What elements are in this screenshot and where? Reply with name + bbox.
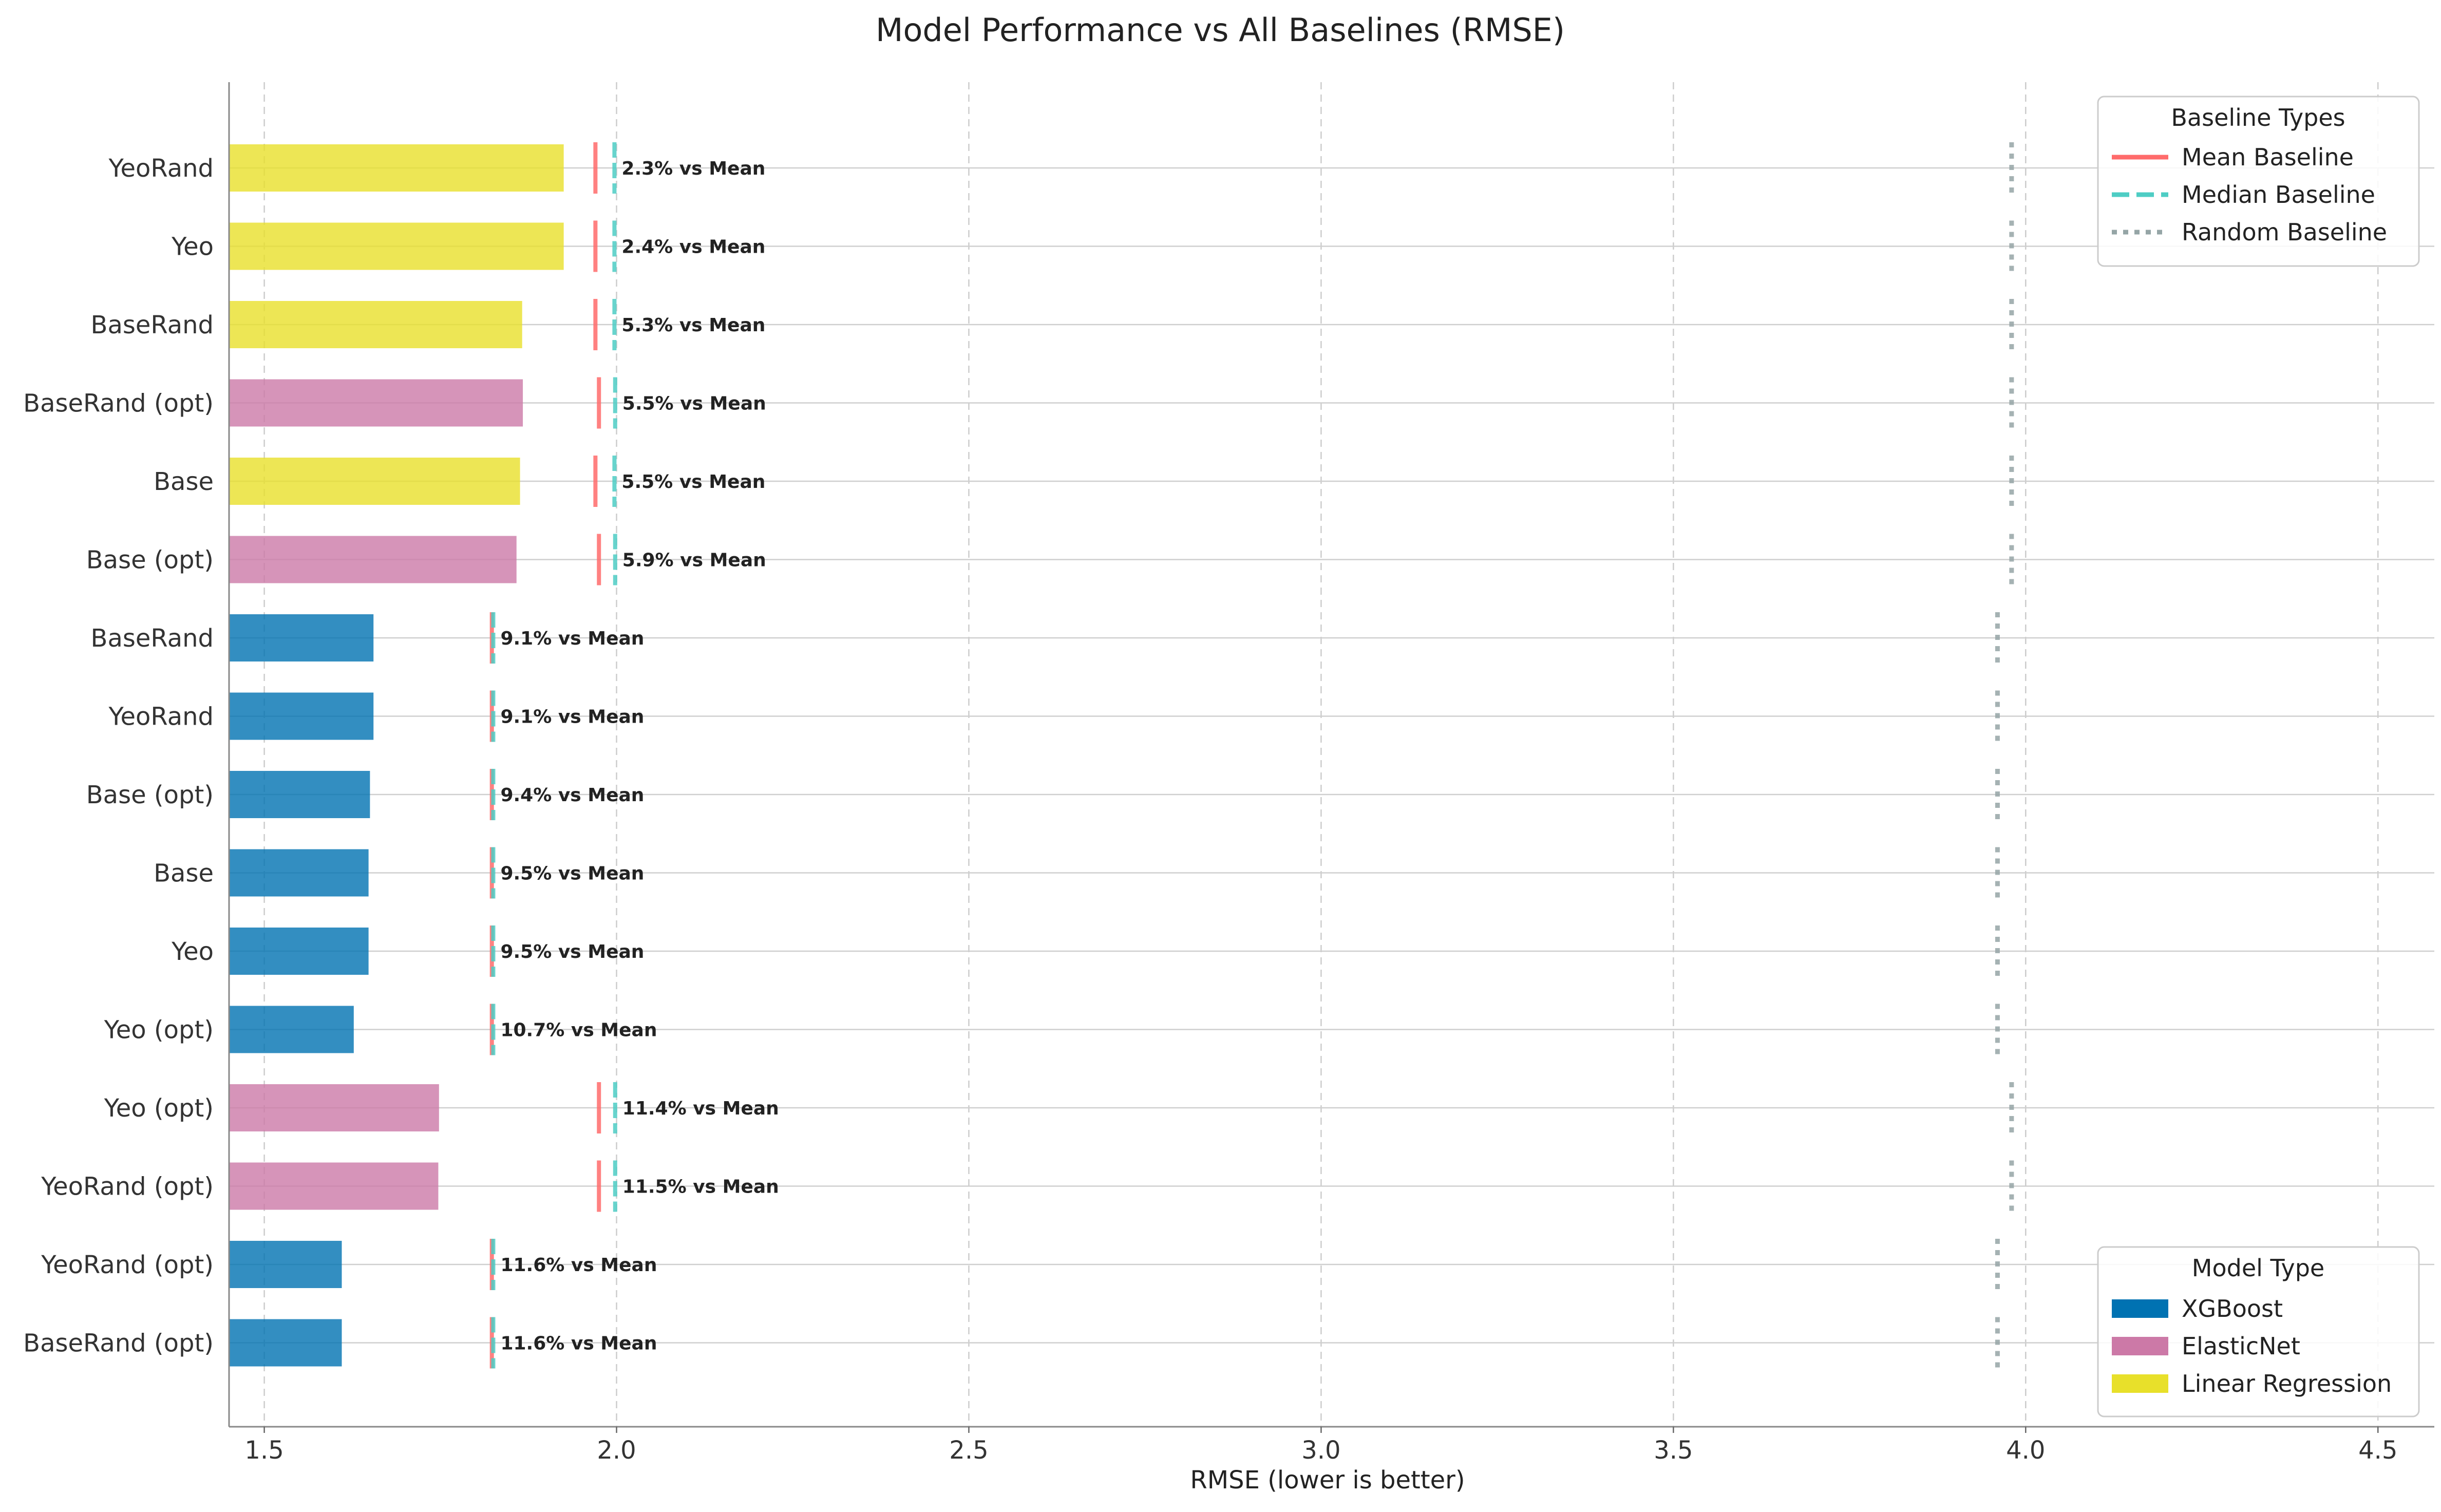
improvement-label: 9.5% vs Mean — [500, 863, 644, 884]
bar — [229, 1241, 342, 1288]
bar — [229, 771, 370, 818]
y-tick-label: BaseRand (opt) — [23, 1329, 214, 1358]
y-tick-label: BaseRand — [91, 311, 214, 339]
legend-mean-label: Mean Baseline — [2182, 143, 2354, 171]
improvement-label: 5.3% vs Mean — [621, 315, 765, 336]
legend-elasticnet-label: ElasticNet — [2182, 1332, 2300, 1360]
bar — [229, 379, 523, 427]
legend-median-label: Median Baseline — [2182, 181, 2375, 209]
improvement-label: 9.1% vs Mean — [500, 628, 644, 649]
y-tick-label: Base — [154, 859, 214, 888]
legend-elasticnet-swatch — [2112, 1337, 2168, 1355]
x-tick-label: 2.5 — [949, 1436, 988, 1465]
bar — [229, 301, 522, 348]
bar — [229, 614, 374, 662]
bar — [229, 928, 369, 975]
improvement-label: 5.9% vs Mean — [622, 550, 766, 571]
y-tick-label: Yeo — [171, 937, 214, 966]
x-tick-label: 3.0 — [1301, 1436, 1340, 1465]
improvement-label: 9.4% vs Mean — [500, 785, 644, 806]
ticks-layer: 1.5 2.0 2.5 3.0 3.5 4.0 4.5 — [244, 1427, 2397, 1465]
y-tick-label: YeoRand (opt) — [41, 1173, 214, 1201]
legend-baselines-title: Baseline Types — [2171, 104, 2345, 131]
bar — [229, 849, 369, 897]
bar — [229, 1162, 439, 1210]
improvement-label: 9.1% vs Mean — [500, 707, 644, 728]
improvement-label: 5.5% vs Mean — [621, 471, 765, 493]
x-tick-label: 1.5 — [244, 1436, 283, 1465]
legend-baselines-box — [2097, 96, 2420, 267]
improvement-label: 11.6% vs Mean — [500, 1255, 657, 1276]
x-tick-label: 4.0 — [2006, 1436, 2045, 1465]
y-tick-label: BaseRand — [91, 624, 214, 653]
bar — [229, 1084, 439, 1131]
improvement-label: 11.5% vs Mean — [622, 1177, 779, 1198]
legend-models-title: Model Type — [2192, 1254, 2324, 1282]
y-tick-label: Base (opt) — [86, 781, 214, 809]
y-tick-label: Yeo — [171, 233, 214, 261]
y-tick-label: Yeo (opt) — [104, 1094, 214, 1123]
annotations-layer: 2.3% vs Mean 2.4% vs Mean 5.3% vs Mean 5.5%… — [500, 158, 779, 1354]
improvement-label: 11.4% vs Mean — [622, 1098, 779, 1119]
legend-models-box — [2097, 1246, 2420, 1418]
ylabels-layer: YeoRand Yeo BaseRand BaseRand (opt) Base Base… — [23, 154, 214, 1358]
bar — [229, 536, 517, 583]
legend-random-label: Random Baseline — [2182, 218, 2387, 246]
bars-layer — [229, 144, 564, 1367]
bar — [229, 144, 564, 192]
improvement-label: 2.3% vs Mean — [621, 158, 765, 179]
improvement-label: 2.4% vs Mean — [621, 237, 765, 258]
y-tick-label: Base — [154, 467, 214, 496]
bar — [229, 222, 564, 270]
improvement-label: 10.7% vs Mean — [500, 1020, 657, 1041]
y-tick-label: YeoRand — [108, 154, 214, 183]
y-tick-label: Base (opt) — [86, 546, 214, 575]
y-tick-label: Yeo (opt) — [104, 1016, 214, 1045]
row-lines-layer — [229, 167, 2434, 1344]
x-axis-label: RMSE (lower is better) — [1190, 1466, 1465, 1495]
x-tick-label: 4.5 — [2358, 1436, 2397, 1465]
axes-layer — [228, 82, 2434, 1428]
legend-linreg-label: Linear Regression — [2182, 1370, 2392, 1397]
bar — [229, 1006, 354, 1053]
improvement-label: 5.5% vs Mean — [622, 393, 766, 414]
y-tick-label: BaseRand (opt) — [23, 389, 214, 418]
x-tick-label: 3.5 — [1654, 1436, 1693, 1465]
bar — [229, 1319, 342, 1367]
y-tick-label: YeoRand (opt) — [41, 1251, 214, 1279]
y-tick-label: YeoRand — [108, 703, 214, 731]
legend-models: Model Type XGBoost ElasticNet Linear Reg… — [2097, 1246, 2420, 1418]
legend-xgboost-swatch — [2112, 1299, 2168, 1318]
legend-baselines: Baseline Types Mean Baseline Median Base… — [2097, 96, 2420, 267]
improvement-label: 11.6% vs Mean — [500, 1333, 657, 1354]
baselines-layer — [489, 142, 2014, 1369]
bar — [229, 692, 374, 740]
improvement-label: 9.5% vs Mean — [500, 941, 644, 962]
chart-title: Model Performance vs All Baselines (RMSE… — [876, 11, 1565, 49]
legend-linreg-swatch — [2112, 1374, 2168, 1393]
bar — [229, 458, 520, 505]
legend-xgboost-label: XGBoost — [2182, 1295, 2283, 1322]
x-tick-label: 2.0 — [597, 1436, 636, 1465]
